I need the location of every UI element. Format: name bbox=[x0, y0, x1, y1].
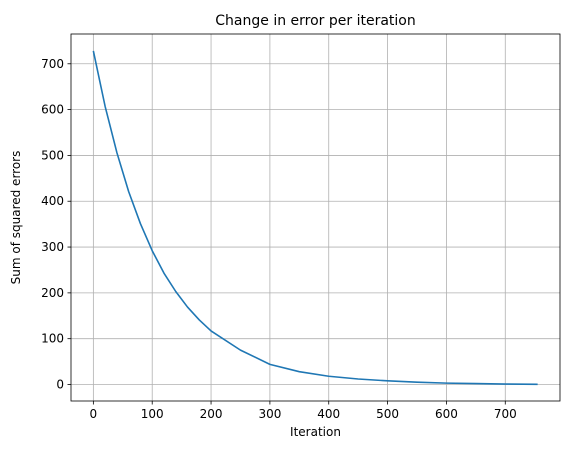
series-line bbox=[92, 50, 538, 386]
x-tick-label: 0 bbox=[90, 407, 98, 421]
y-tick-label: 0 bbox=[56, 378, 64, 392]
x-tick-label: 600 bbox=[435, 407, 458, 421]
tick-layer: 0 100 200 300 400 500 600 700 0 100 200 300 400 500 60… bbox=[41, 57, 517, 421]
y-tick-label: 300 bbox=[41, 240, 64, 254]
grid-layer bbox=[71, 34, 560, 401]
plot-frame bbox=[70, 33, 561, 402]
y-tick-label: 700 bbox=[41, 57, 64, 71]
series-layer bbox=[92, 50, 538, 386]
x-tick-label: 200 bbox=[200, 407, 223, 421]
y-tick-label: 100 bbox=[41, 332, 64, 346]
x-tick-label: 100 bbox=[141, 407, 164, 421]
chart-title: Change in error per iteration bbox=[215, 13, 415, 29]
y-tick-label: 500 bbox=[41, 148, 64, 162]
x-axis-label: Iteration bbox=[290, 425, 341, 439]
y-tick-label: 400 bbox=[41, 194, 64, 208]
y-tick-label: 200 bbox=[41, 286, 64, 300]
x-tick-label: 300 bbox=[258, 407, 281, 421]
y-axis-label: Sum of squared errors bbox=[9, 151, 23, 285]
x-tick-label: 700 bbox=[494, 407, 517, 421]
x-tick-label: 400 bbox=[317, 407, 340, 421]
x-tick-label: 500 bbox=[376, 407, 399, 421]
y-tick-label: 600 bbox=[41, 103, 64, 117]
